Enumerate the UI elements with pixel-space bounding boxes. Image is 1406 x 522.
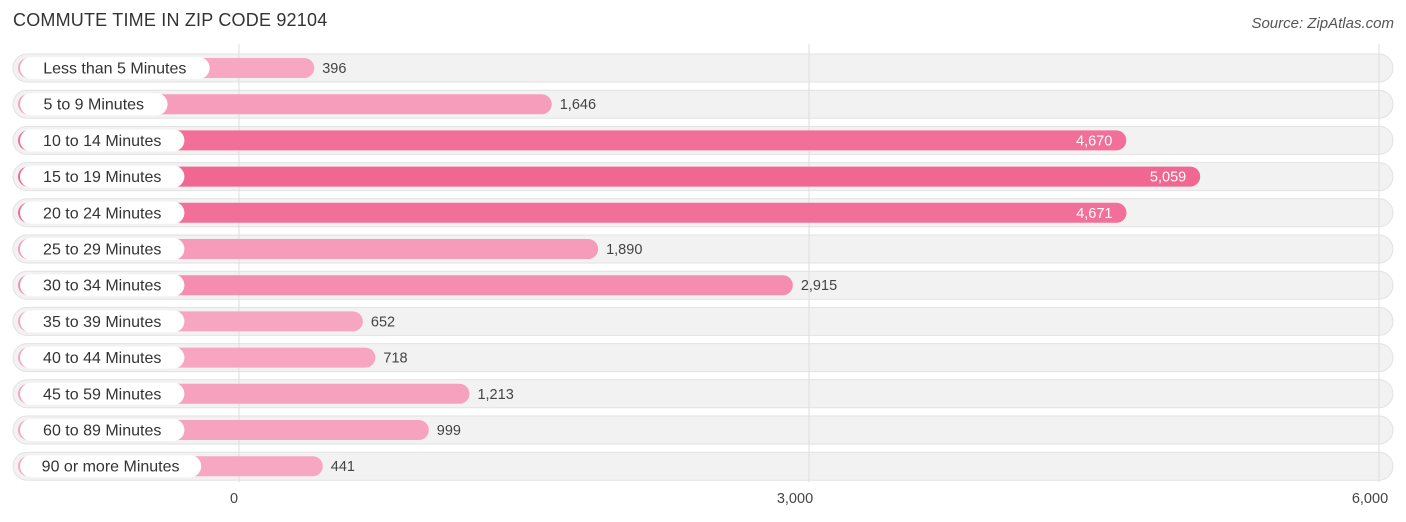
value-label: 652 [371,314,395,330]
value-label: 2,915 [801,278,837,294]
value-label: 1,890 [606,242,642,258]
category-label: 15 to 19 Minutes [43,169,161,186]
category-label-pill [20,238,185,260]
category-label-pill [20,346,185,369]
x-tick-label: 3,000 [777,491,813,507]
bar [18,166,1201,187]
gridlines [238,44,1380,482]
chart-title: COMMUTE TIME IN ZIP CODE 92104 [13,10,328,30]
value-label: 5,059 [1150,170,1186,186]
value-label: 396 [322,61,346,77]
category-label-pill [20,165,185,188]
category-label-pill [20,93,168,116]
chart-source: Source: ZipAtlas.com [1251,15,1394,32]
category-label: 40 to 44 Minutes [43,350,161,367]
bar [18,130,1127,151]
category-label: 35 to 39 Minutes [43,314,161,331]
category-label-pill [20,129,185,152]
category-label: 30 to 34 Minutes [43,278,161,295]
category-label-pill [20,382,185,405]
category-label: Less than 5 Minutes [43,61,186,78]
value-label: 1,213 [477,387,513,403]
row-background [12,451,1394,481]
category-label: 90 or more Minutes [42,459,180,476]
category-label: 20 to 24 Minutes [43,205,161,222]
category-label-pill [20,57,210,79]
category-label: 10 to 14 Minutes [43,133,161,150]
value-label: 4,670 [1076,133,1112,149]
category-label: 5 to 9 Minutes [44,97,145,114]
x-tick-label: 6,000 [1352,491,1388,507]
category-label: 60 to 89 Minutes [43,423,161,440]
value-label: 1,646 [560,97,596,113]
category-label-pill [20,455,202,478]
category-label-pill [20,310,185,333]
value-label: 441 [331,459,355,475]
category-label-pill [20,201,185,224]
row-background [12,53,1394,83]
category-label: 45 to 59 Minutes [43,386,161,403]
category-label: 25 to 29 Minutes [43,242,161,259]
bar [18,202,1127,223]
value-label: 999 [437,423,461,439]
x-tick-label: 0 [230,491,238,507]
row-backgrounds [12,53,1394,481]
category-label-pill [20,419,185,441]
category-label-pill [20,274,185,297]
bar [18,275,793,296]
value-label: 718 [383,351,407,367]
value-label: 4,671 [1076,206,1112,222]
